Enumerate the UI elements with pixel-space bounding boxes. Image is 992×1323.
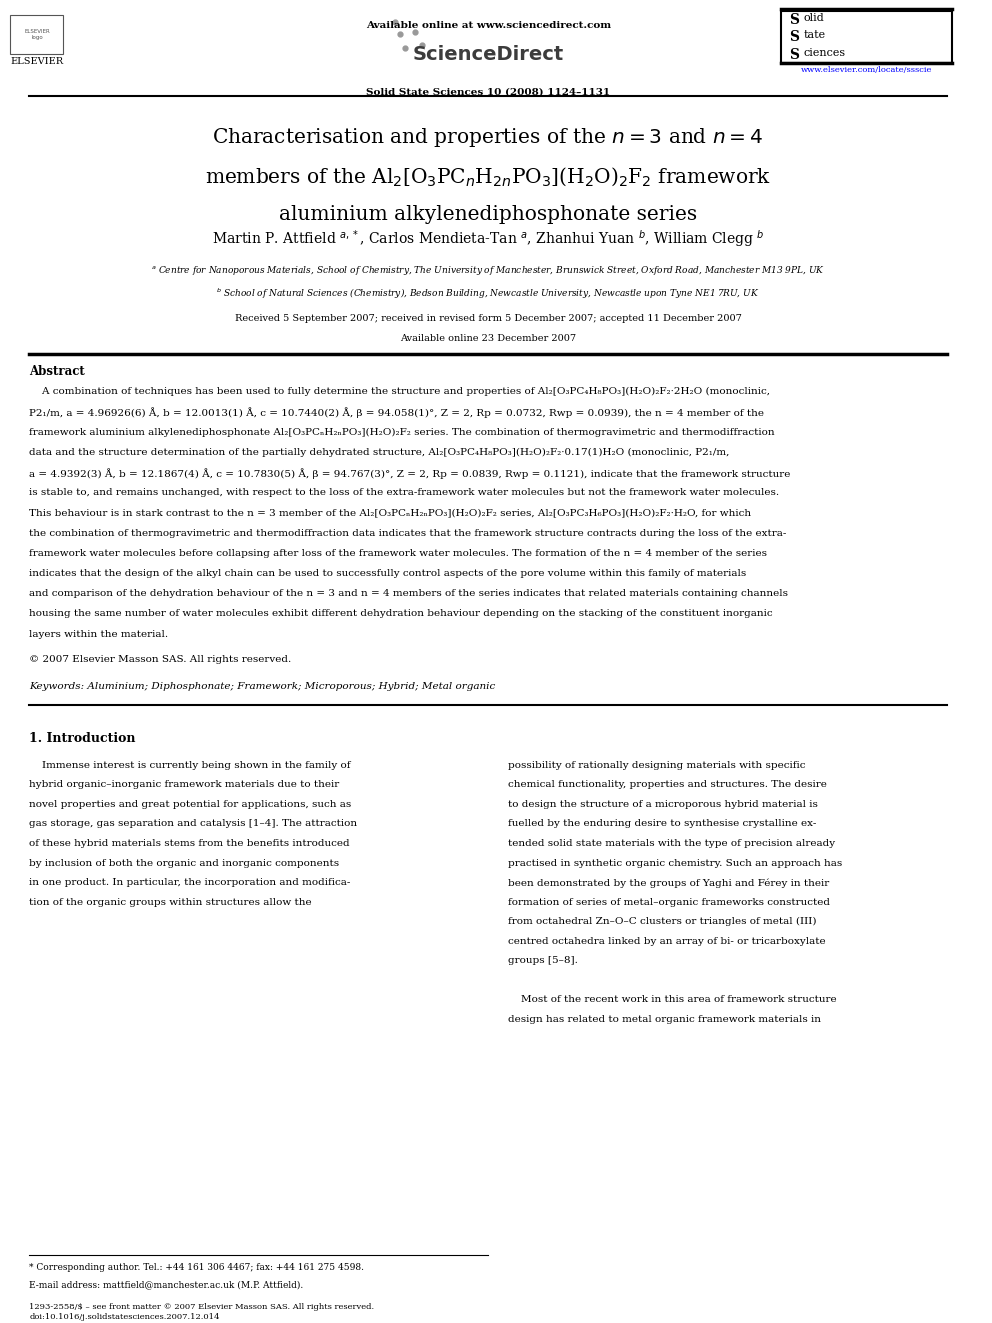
Text: $^{b}$ School of Natural Sciences (Chemistry), Bedson Building, Newcastle Univer: $^{b}$ School of Natural Sciences (Chemi… xyxy=(216,287,760,302)
Text: layers within the material.: layers within the material. xyxy=(30,630,169,639)
Text: olid: olid xyxy=(804,13,824,24)
Text: Solid State Sciences 10 (2008) 1124–1131: Solid State Sciences 10 (2008) 1124–1131 xyxy=(366,87,610,97)
Text: S: S xyxy=(789,48,799,62)
Text: Immense interest is currently being shown in the family of: Immense interest is currently being show… xyxy=(30,761,351,770)
Text: by inclusion of both the organic and inorganic components: by inclusion of both the organic and ino… xyxy=(30,859,339,868)
Text: been demonstrated by the groups of Yaghi and Férey in their: been demonstrated by the groups of Yaghi… xyxy=(508,878,829,888)
Text: 1293-2558/$ – see front matter © 2007 Elsevier Masson SAS. All rights reserved.: 1293-2558/$ – see front matter © 2007 El… xyxy=(30,1303,374,1311)
Text: a = 4.9392(3) Å, b = 12.1867(4) Å, c = 10.7830(5) Å, β = 94.767(3)°, Z = 2, Rp =: a = 4.9392(3) Å, b = 12.1867(4) Å, c = 1… xyxy=(30,468,791,479)
Text: ScienceDirect: ScienceDirect xyxy=(413,45,563,64)
Text: aluminium alkylenediphosphonate series: aluminium alkylenediphosphonate series xyxy=(279,205,697,224)
Text: hybrid organic–inorganic framework materials due to their: hybrid organic–inorganic framework mater… xyxy=(30,781,339,790)
Text: housing the same number of water molecules exhibit different dehydration behavio: housing the same number of water molecul… xyxy=(30,610,773,618)
Text: data and the structure determination of the partially dehydrated structure, Al₂[: data and the structure determination of … xyxy=(30,447,730,456)
Text: of these hybrid materials stems from the benefits introduced: of these hybrid materials stems from the… xyxy=(30,839,350,848)
Text: Characterisation and properties of the $n = 3$ and $n = 4$: Characterisation and properties of the $… xyxy=(212,126,764,148)
Text: A combination of techniques has been used to fully determine the structure and p: A combination of techniques has been use… xyxy=(30,388,771,396)
Text: novel properties and great potential for applications, such as: novel properties and great potential for… xyxy=(30,800,351,808)
Text: ELSEVIER: ELSEVIER xyxy=(11,57,63,66)
Text: from octahedral Zn–O–C clusters or triangles of metal (III): from octahedral Zn–O–C clusters or trian… xyxy=(508,917,816,926)
FancyBboxPatch shape xyxy=(781,11,952,64)
Text: fuelled by the enduring desire to synthesise crystalline ex-: fuelled by the enduring desire to synthe… xyxy=(508,819,816,828)
Text: framework water molecules before collapsing after loss of the framework water mo: framework water molecules before collaps… xyxy=(30,549,767,558)
Text: 1. Introduction: 1. Introduction xyxy=(30,732,136,745)
Text: Abstract: Abstract xyxy=(30,365,85,377)
Text: Keywords: Aluminium; Diphosphonate; Framework; Microporous; Hybrid; Metal organi: Keywords: Aluminium; Diphosphonate; Fram… xyxy=(30,681,496,691)
Text: formation of series of metal–organic frameworks constructed: formation of series of metal–organic fra… xyxy=(508,898,829,906)
Text: tion of the organic groups within structures allow the: tion of the organic groups within struct… xyxy=(30,898,311,906)
Text: $^{a}$ Centre for Nanoporous Materials, School of Chemistry, The University of M: $^{a}$ Centre for Nanoporous Materials, … xyxy=(151,265,825,278)
Text: gas storage, gas separation and catalysis [1–4]. The attraction: gas storage, gas separation and catalysi… xyxy=(30,819,357,828)
Text: centred octahedra linked by an array of bi- or tricarboxylate: centred octahedra linked by an array of … xyxy=(508,937,825,946)
FancyBboxPatch shape xyxy=(10,15,63,54)
Text: S: S xyxy=(789,13,799,28)
Text: the combination of thermogravimetric and thermodiffraction data indicates that t: the combination of thermogravimetric and… xyxy=(30,529,787,537)
Text: ELSEVIER
logo: ELSEVIER logo xyxy=(24,29,50,40)
Text: chemical functionality, properties and structures. The desire: chemical functionality, properties and s… xyxy=(508,781,826,790)
Text: Available online 23 December 2007: Available online 23 December 2007 xyxy=(400,335,576,343)
Text: to design the structure of a microporous hybrid material is: to design the structure of a microporous… xyxy=(508,800,817,808)
Text: This behaviour is in stark contrast to the n = 3 member of the Al₂[O₃PCₙH₂ₙPO₃](: This behaviour is in stark contrast to t… xyxy=(30,508,751,517)
Text: indicates that the design of the alkyl chain can be used to successfully control: indicates that the design of the alkyl c… xyxy=(30,569,747,578)
Text: in one product. In particular, the incorporation and modifica-: in one product. In particular, the incor… xyxy=(30,878,350,888)
Text: © 2007 Elsevier Masson SAS. All rights reserved.: © 2007 Elsevier Masson SAS. All rights r… xyxy=(30,655,292,664)
Text: design has related to metal organic framework materials in: design has related to metal organic fram… xyxy=(508,1015,820,1024)
Text: www.elsevier.com/locate/ssscie: www.elsevier.com/locate/ssscie xyxy=(802,66,932,74)
Text: is stable to, and remains unchanged, with respect to the loss of the extra-frame: is stable to, and remains unchanged, wit… xyxy=(30,488,780,497)
Text: framework aluminium alkylenediphosphonate Al₂[O₃PCₙH₂ₙPO₃](H₂O)₂F₂ series. The c: framework aluminium alkylenediphosphonat… xyxy=(30,427,775,437)
Text: Most of the recent work in this area of framework structure: Most of the recent work in this area of … xyxy=(508,995,836,1004)
Text: Received 5 September 2007; received in revised form 5 December 2007; accepted 11: Received 5 September 2007; received in r… xyxy=(235,315,742,323)
Text: and comparison of the dehydration behaviour of the n = 3 and n = 4 members of th: and comparison of the dehydration behavi… xyxy=(30,589,789,598)
Text: possibility of rationally designing materials with specific: possibility of rationally designing mate… xyxy=(508,761,806,770)
Text: Available online at www.sciencedirect.com: Available online at www.sciencedirect.co… xyxy=(366,21,611,30)
Text: P2₁/m, a = 4.96926(6) Å, b = 12.0013(1) Å, c = 10.7440(2) Å, β = 94.058(1)°, Z =: P2₁/m, a = 4.96926(6) Å, b = 12.0013(1) … xyxy=(30,407,764,418)
Text: ciences: ciences xyxy=(804,48,845,58)
Text: Martin P. Attfield $^{a,*}$, Carlos Mendieta-Tan $^{a}$, Zhanhui Yuan $^{b}$, Wi: Martin P. Attfield $^{a,*}$, Carlos Mend… xyxy=(212,229,765,250)
Text: tate: tate xyxy=(804,30,825,41)
Text: practised in synthetic organic chemistry. Such an approach has: practised in synthetic organic chemistry… xyxy=(508,859,842,868)
Text: E-mail address: mattfield@manchester.ac.uk (M.P. Attfield).: E-mail address: mattfield@manchester.ac.… xyxy=(30,1281,304,1289)
Text: tended solid state materials with the type of precision already: tended solid state materials with the ty… xyxy=(508,839,835,848)
Text: S: S xyxy=(789,30,799,45)
Text: doi:10.1016/j.solidstatesciences.2007.12.014: doi:10.1016/j.solidstatesciences.2007.12… xyxy=(30,1314,220,1322)
Text: * Corresponding author. Tel.: +44 161 306 4467; fax: +44 161 275 4598.: * Corresponding author. Tel.: +44 161 30… xyxy=(30,1263,364,1271)
Text: members of the Al$_2$[O$_3$PC$_n$H$_{2n}$PO$_3$](H$_2$O)$_2$F$_2$ framework: members of the Al$_2$[O$_3$PC$_n$H$_{2n}… xyxy=(205,165,771,188)
Text: groups [5–8].: groups [5–8]. xyxy=(508,957,577,966)
